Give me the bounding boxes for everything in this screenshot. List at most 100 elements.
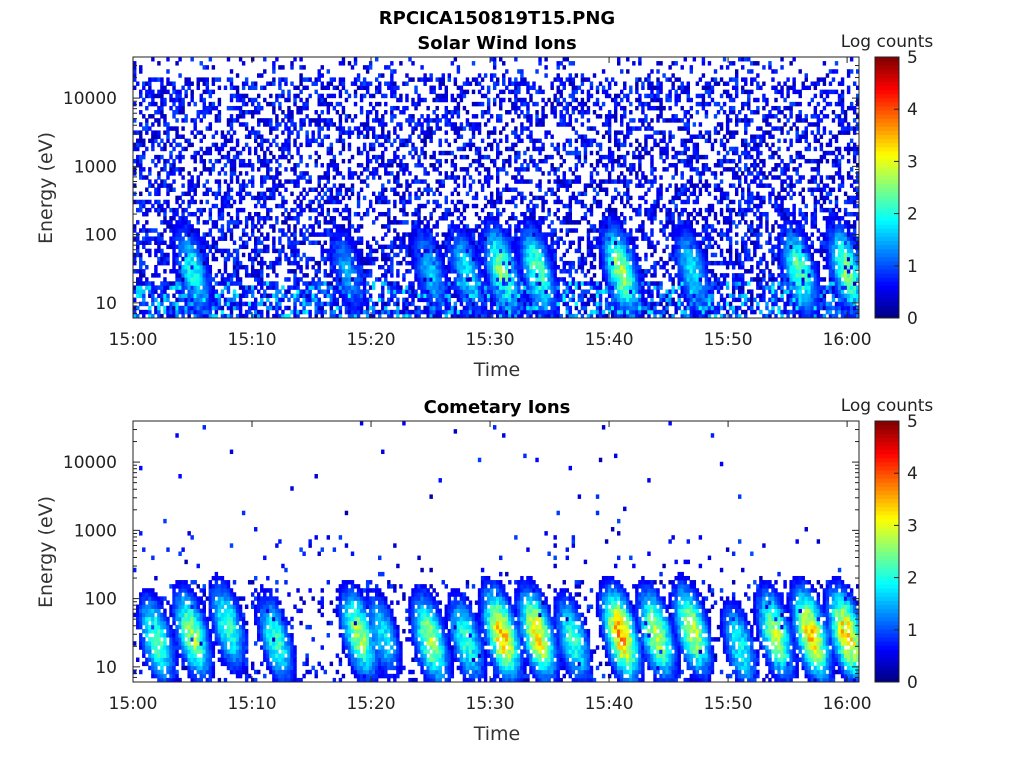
heatmap-cell [257, 240, 261, 245]
heatmap-cell [356, 224, 361, 229]
heatmap-cell [465, 305, 470, 311]
heatmap-cell [520, 101, 524, 107]
heatmap-cell [480, 281, 485, 286]
heatmap-cell [544, 309, 548, 315]
heatmap-cell [148, 114, 152, 119]
heatmap-cell [326, 252, 331, 258]
heatmap-cell [520, 77, 524, 82]
heatmap-cell [187, 224, 191, 229]
heatmap-cell [489, 158, 494, 164]
heatmap-cell [598, 220, 603, 225]
heatmap-cell [154, 130, 158, 135]
heatmap-cell [517, 138, 521, 144]
heatmap-cell [160, 89, 164, 95]
heatmap-cell [523, 252, 527, 258]
heatmap-cell [278, 203, 282, 209]
heatmap-cell [414, 179, 418, 184]
heatmap-cell [586, 110, 591, 115]
heatmap-cell [565, 216, 569, 221]
heatmap-cell [432, 269, 436, 274]
heatmap-cell [417, 179, 421, 184]
heatmap-cell [517, 309, 521, 315]
heatmap-cell [426, 114, 430, 119]
heatmap-cell [163, 240, 167, 245]
heatmap-cell [535, 313, 539, 319]
heatmap-cell [235, 224, 240, 229]
heatmap-cell [365, 260, 370, 266]
heatmap-cell [299, 81, 303, 86]
heatmap-cell [136, 285, 140, 290]
heatmap-cell [160, 154, 164, 160]
heatmap-cell [368, 244, 373, 250]
heatmap-cell [344, 232, 349, 237]
heatmap-cell [474, 301, 479, 307]
heatmap-cell [471, 260, 476, 266]
heatmap-cell [477, 122, 482, 127]
heatmap-cell [247, 191, 252, 197]
heatmap-cell [505, 248, 509, 254]
heatmap-cell [396, 171, 400, 176]
heatmap-cell [486, 199, 491, 205]
heatmap-cell [568, 309, 573, 315]
heatmap-cell [359, 289, 364, 294]
heatmap-cell [396, 281, 400, 286]
heatmap-cell [435, 281, 439, 286]
heatmap-cell [272, 77, 276, 82]
heatmap-cell [423, 281, 427, 286]
heatmap-cell [136, 130, 140, 135]
heatmap-cell [296, 264, 300, 270]
heatmap-cell [139, 252, 143, 258]
heatmap-cell [508, 244, 512, 250]
heatmap-cell [275, 126, 279, 131]
heatmap-cell [365, 273, 370, 278]
heatmap-cell [317, 199, 321, 205]
heatmap-cell [371, 130, 376, 135]
heatmap-cell [359, 301, 364, 307]
heatmap-cell [257, 216, 261, 221]
heatmap-cell [568, 183, 573, 188]
heatmap-cell [517, 228, 521, 233]
heatmap-cell [359, 130, 364, 135]
heatmap-cell [453, 138, 458, 144]
heatmap-cell [299, 65, 303, 70]
heatmap-cell [402, 232, 406, 237]
heatmap-cell [329, 220, 334, 225]
heatmap-cell [299, 240, 303, 245]
heatmap-cell [184, 264, 188, 270]
heatmap-cell [217, 183, 222, 188]
heatmap-cell [314, 297, 318, 303]
heatmap-cell [344, 97, 349, 103]
heatmap-cell [260, 183, 264, 188]
heatmap-cell [187, 187, 191, 192]
heatmap-cell [302, 297, 306, 303]
heatmap-cell [486, 293, 491, 299]
heatmap-cell [544, 281, 548, 286]
heatmap-cell [205, 105, 210, 111]
heatmap-cell [408, 293, 412, 299]
heatmap-cell [598, 142, 603, 148]
heatmap-cell [477, 277, 482, 282]
heatmap-cell [190, 264, 194, 270]
heatmap-cell [335, 277, 340, 282]
heatmap-cell [287, 236, 291, 241]
heatmap-cell [514, 216, 518, 221]
heatmap-cell [254, 277, 258, 282]
heatmap-cell [178, 158, 182, 164]
heatmap-cell [293, 93, 297, 99]
heatmap-cell [175, 289, 179, 294]
heatmap-cell [181, 220, 185, 225]
heatmap-cell [184, 216, 188, 221]
heatmap-cell [492, 309, 497, 315]
heatmap-cell [556, 183, 560, 188]
heatmap-cell [290, 179, 294, 184]
heatmap-cell [580, 138, 585, 144]
heatmap-cell [181, 224, 185, 229]
heatmap-cell [226, 289, 231, 294]
heatmap-cell [535, 277, 539, 282]
heatmap-cell [202, 256, 206, 262]
heatmap-cell [214, 309, 219, 315]
heatmap-cell [514, 244, 518, 250]
heatmap-cell [589, 224, 594, 229]
heatmap-cell [238, 301, 243, 307]
heatmap-cell [172, 89, 176, 95]
